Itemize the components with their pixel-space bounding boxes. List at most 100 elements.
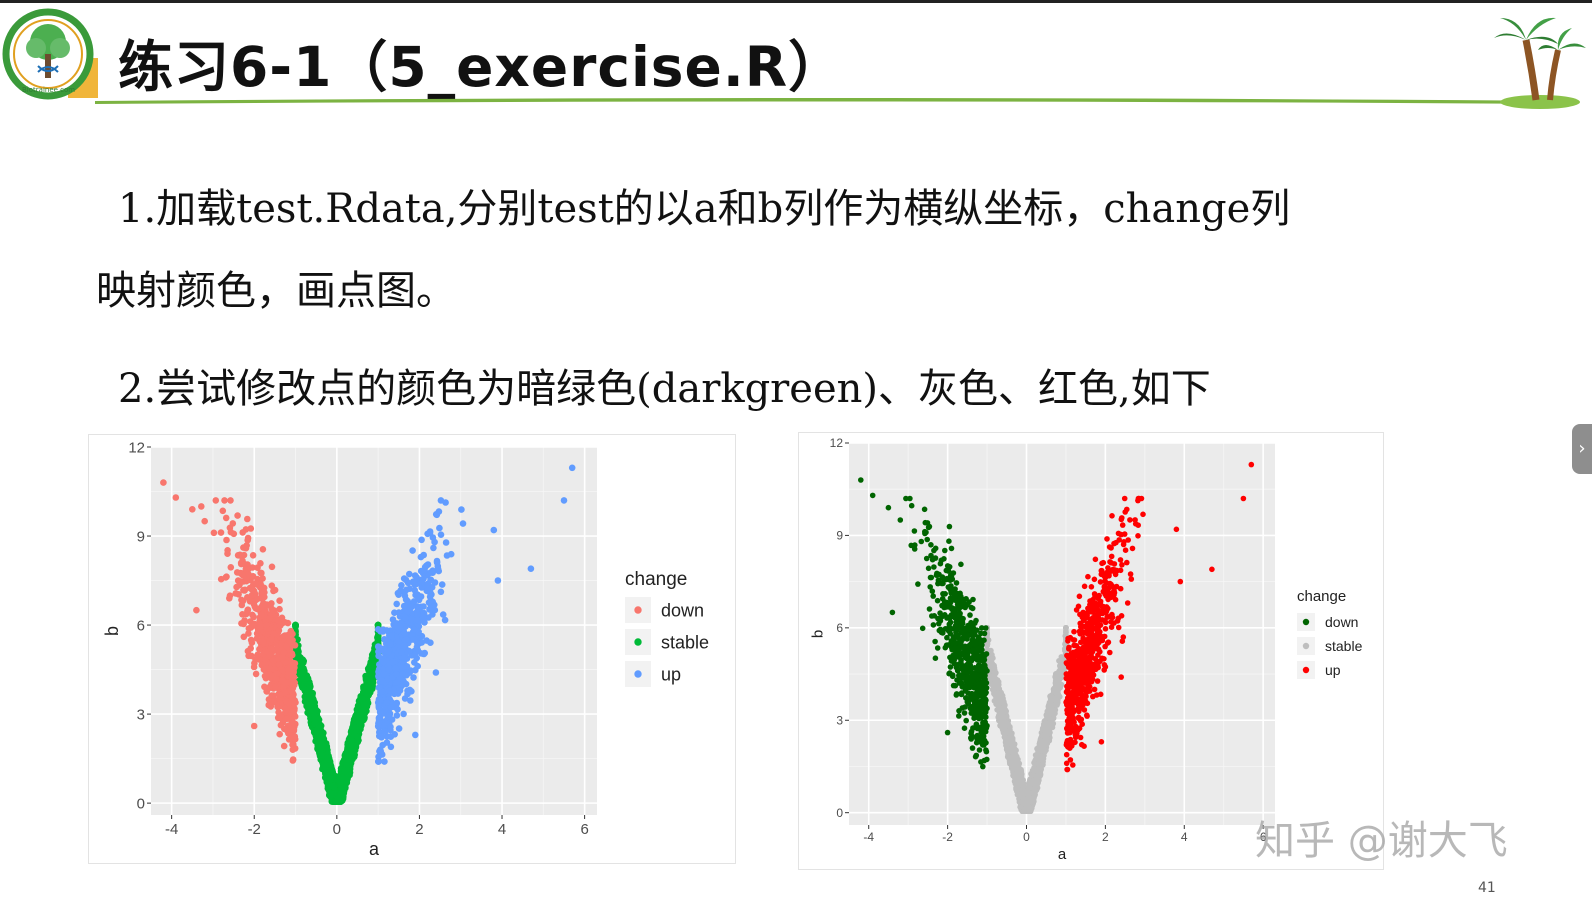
data-point — [282, 706, 290, 714]
data-point — [401, 629, 408, 637]
data-point — [395, 725, 403, 732]
data-point — [257, 580, 264, 588]
data-point — [289, 630, 296, 638]
data-point — [403, 636, 410, 643]
data-point — [402, 680, 410, 688]
data-point — [259, 546, 267, 553]
data-point — [277, 721, 285, 729]
data-point — [290, 700, 298, 708]
data-point — [305, 684, 313, 692]
data-point — [318, 742, 325, 749]
x-tick-label: -2 — [248, 821, 261, 838]
data-point — [234, 512, 241, 519]
data-point — [387, 743, 395, 751]
data-point — [326, 767, 334, 775]
data-point — [427, 639, 434, 646]
data-point — [289, 741, 296, 748]
data-point — [414, 611, 421, 618]
legend-label: stable — [661, 632, 709, 652]
data-point — [316, 748, 324, 756]
data-point — [400, 654, 408, 661]
data-point — [263, 621, 270, 629]
data-point — [325, 786, 333, 794]
data-point — [374, 643, 382, 650]
y-tick-label: 3 — [137, 706, 145, 723]
data-point — [354, 714, 362, 721]
data-point — [380, 658, 387, 666]
data-point — [270, 630, 277, 638]
data-point — [240, 620, 247, 628]
data-point — [256, 623, 264, 631]
data-point — [276, 597, 283, 604]
data-point — [240, 586, 247, 594]
data-point — [398, 648, 405, 656]
data-point — [270, 656, 277, 664]
data-point — [380, 670, 387, 678]
data-point — [368, 670, 375, 678]
data-point — [426, 593, 434, 601]
data-point — [250, 613, 257, 621]
data-point — [418, 639, 426, 646]
task1-line1: 1.加载test.Rdata,分别test的以a和b列作为横纵坐标，change… — [118, 186, 1291, 232]
data-point — [247, 645, 254, 652]
data-point — [413, 643, 421, 651]
data-point — [193, 606, 200, 614]
y-tick-label: 9 — [137, 528, 145, 545]
data-point — [254, 651, 261, 659]
data-point — [259, 638, 267, 646]
data-point — [393, 670, 400, 678]
data-point — [364, 700, 371, 708]
x-tick-label: 6 — [580, 821, 588, 838]
data-point — [389, 658, 397, 666]
data-point — [387, 723, 394, 731]
data-point — [417, 593, 425, 600]
data-point — [287, 659, 294, 666]
data-point — [394, 706, 401, 713]
data-point — [417, 553, 425, 561]
data-point — [245, 630, 252, 637]
data-point — [285, 666, 292, 674]
data-point — [230, 530, 238, 538]
x-tick-label: 0 — [333, 821, 341, 838]
data-point — [400, 575, 408, 582]
data-point — [418, 536, 425, 544]
data-point — [427, 576, 434, 584]
data-point — [282, 715, 290, 723]
data-point — [393, 600, 401, 608]
data-point — [243, 577, 250, 585]
data-point — [270, 692, 277, 699]
data-point — [420, 650, 428, 658]
data-point — [441, 616, 449, 624]
data-point — [239, 529, 246, 536]
data-point — [407, 615, 415, 623]
chart-left-frame: -4 -2 0 2 4 6 0 3 6 9 12 a b change down stable up — [88, 434, 736, 864]
data-point — [442, 539, 450, 546]
data-point — [381, 758, 388, 765]
data-point — [436, 524, 443, 532]
data-point — [358, 721, 365, 729]
data-point — [299, 670, 306, 677]
data-point — [375, 758, 382, 765]
chart-right-frame: -4 -2 0 2 4 6 0 3 6 9 12 a b change down stable up — [798, 432, 1384, 870]
data-point — [363, 690, 370, 698]
data-point — [386, 640, 394, 648]
data-point — [379, 741, 387, 749]
y-tick-label: 12 — [128, 439, 145, 456]
data-point — [378, 733, 385, 740]
data-point — [249, 552, 257, 559]
data-point — [222, 514, 230, 522]
data-point — [226, 595, 233, 602]
data-point — [273, 670, 281, 677]
data-point — [257, 560, 264, 567]
data-points — [858, 461, 1255, 814]
data-point — [233, 569, 241, 576]
data-point — [298, 664, 306, 671]
data-point — [304, 674, 311, 682]
data-point — [402, 623, 409, 630]
data-point — [429, 567, 437, 574]
data-point — [398, 582, 405, 589]
data-point — [439, 611, 447, 618]
top-border — [0, 0, 1592, 3]
data-point — [425, 599, 433, 606]
data-point — [412, 731, 419, 739]
